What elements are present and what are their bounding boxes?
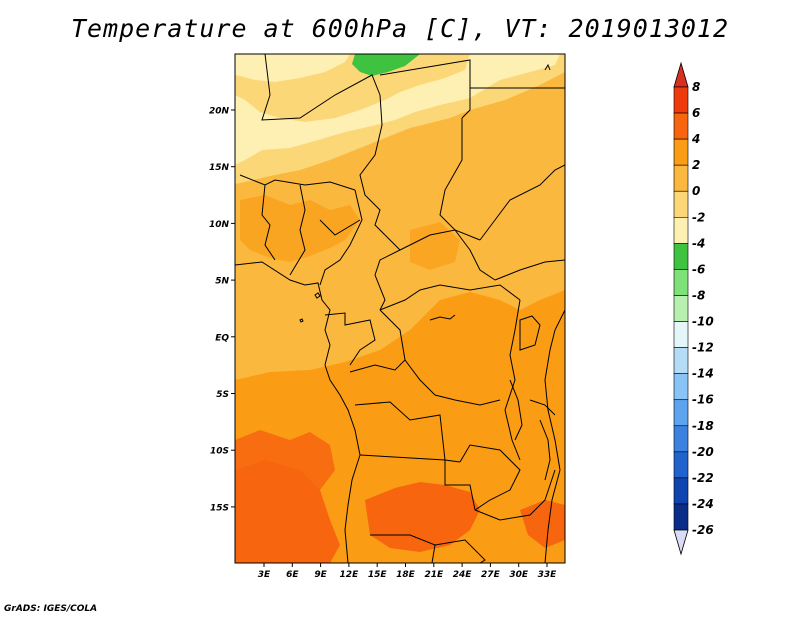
lat-label: EQ [215,333,229,343]
map-frame [234,53,566,564]
colorbar-segment [673,373,689,401]
lat-label: 20N [209,107,230,117]
lat-label: 10N [209,220,230,230]
lon-label: 15E [368,570,388,580]
colorbar-segment [673,295,689,322]
colorbar-segment [673,477,689,505]
colorbar-top-triangle [673,61,689,88]
lon-label: 27E [481,570,501,580]
colorbar-segment [673,217,689,244]
colorbar-segment [673,164,689,192]
colorbar-segment [673,269,689,296]
colorbar-label: -12 [692,341,714,355]
colorbar-segment [673,503,689,531]
lat-label: 5S [216,390,229,400]
colorbar-label: 2 [692,158,700,172]
colorbar-label: 0 [692,184,700,198]
lat-axis: 20N 15N 10N 5N EQ 5S 10S 15S [209,107,235,513]
lon-label: 3E [258,570,271,580]
lat-label: 10S [210,447,229,457]
colorbar-segment [673,243,689,270]
colorbar-label: -4 [692,236,705,250]
lon-axis: 3E 6E 9E 12E 15E 18E 21E 24E 27E 30E 33E [258,563,557,580]
colorbar-label: -8 [692,288,705,302]
colorbar-label: -14 [692,367,714,381]
band-2-4-central [410,222,460,270]
lon-label: 12E [340,570,360,580]
colorbar-label: 6 [692,106,700,120]
boundaries [235,54,565,563]
band-m6-m4 [352,54,420,76]
colorbar-segment [673,86,689,114]
footer-credit: GrADS: IGES/COLA [4,604,98,614]
colorbar-bottom-triangle [673,529,689,556]
band-4-6-south [235,460,340,563]
colorbar-label: -26 [692,523,714,537]
lon-label: 9E [314,570,327,580]
lat-label: 15N [209,163,230,173]
colorbar-label: -16 [692,393,714,407]
lat-label: 5N [215,277,229,287]
colorbar-segment [673,451,689,479]
colorbar-segment [673,112,689,140]
colorbar-label: 8 [692,80,700,94]
colorbar-label: -10 [692,315,714,329]
colorbar-segment [673,190,689,218]
lon-label: 6E [286,570,299,580]
lon-label: 18E [396,570,416,580]
colorbar-label: 4 [691,132,700,146]
colorbar-label: -18 [692,419,714,433]
temperature-field [235,54,565,563]
lon-label: 33E [538,570,558,580]
page-title: Temperature at 600hPa [C], VT: 201901301… [70,14,730,43]
band-m4-m2-inner [235,54,350,82]
colorbar-segment [673,347,689,374]
band-4-6-east [520,500,565,548]
colorbar-segment [673,399,689,427]
lon-label: 24E [453,570,473,580]
colorbar-label: -6 [692,262,705,276]
colorbar: 8 6 4 2 0 -2 -4 -6 -8 -10 -12 -14 -16 -18 -20 -22 -24 -26 [673,61,714,556]
colorbar-segment [673,138,689,166]
colorbar-label: -24 [692,497,714,511]
colorbar-segment [673,425,689,453]
colorbar-segment [673,321,689,348]
lon-label: 21E [424,570,444,580]
lon-label: 30E [509,570,529,580]
colorbar-label: -22 [692,471,714,485]
colorbar-label: -2 [692,210,705,224]
colorbar-label: -20 [692,445,714,459]
lat-label: 15S [210,503,229,513]
